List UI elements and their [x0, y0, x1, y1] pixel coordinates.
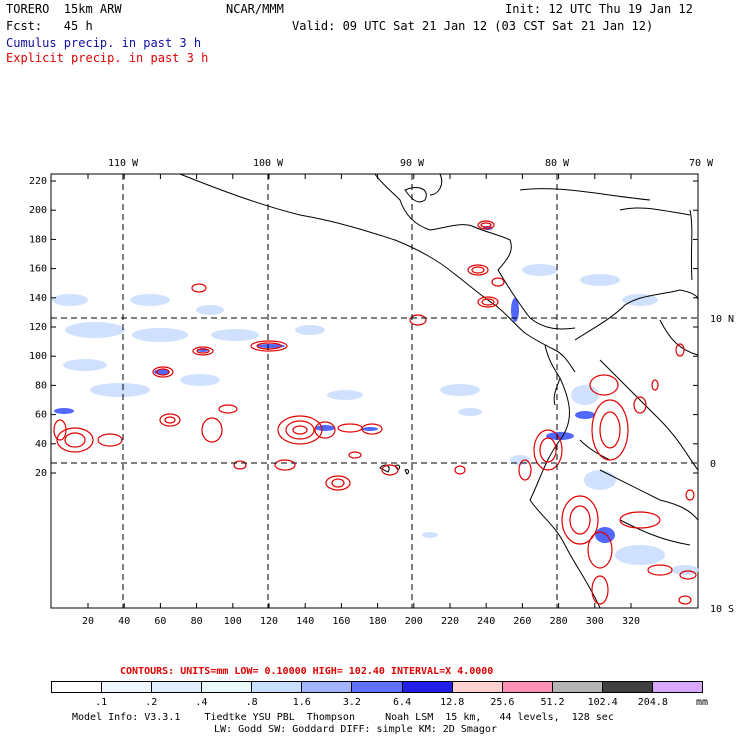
forecast-hour: Fcst: 45 h: [6, 19, 93, 33]
colorbar-cell: [152, 682, 203, 692]
y-tick-label: 40: [35, 439, 47, 450]
colorbar-label: 6.4: [393, 697, 412, 708]
x-tick-label: 180: [369, 616, 387, 627]
x-tick-label: 60: [154, 616, 166, 627]
x-tick-label: 280: [550, 616, 568, 627]
longitude-labels: 110 W 100 W 90 W 80 W 70 W: [108, 158, 714, 169]
colorbar-cell: [352, 682, 403, 692]
lat-label: 10 S: [710, 604, 734, 615]
y-tick-label: 140: [29, 293, 47, 304]
colorbar-cell: [52, 682, 103, 692]
colorbar-cell: [402, 682, 453, 692]
colorbar-cell: [552, 682, 603, 692]
x-tick-label: 160: [332, 616, 350, 627]
colorbar-cell: [602, 682, 653, 692]
colorbar-label: 51.2: [540, 697, 565, 708]
colorbar-label: 3.2: [342, 697, 361, 708]
x-tick-label: 100: [224, 616, 242, 627]
y-tick-labels: 220 200 180 160 140 120 100 80 60 40 20: [29, 176, 47, 479]
x-tick-labels: 20 40 60 80 100 120 140 160 180 200 220 240 260 280 30…: [82, 616, 640, 627]
organization-label: NCAR/MMM: [226, 2, 284, 16]
colorbar-label: 204.8: [637, 697, 668, 708]
colorbar-cell: [102, 682, 153, 692]
explicit-legend: Explicit precip. in past 3 h: [6, 51, 209, 65]
x-tick-label: 240: [477, 616, 495, 627]
y-tick-label: 120: [29, 322, 47, 333]
colorbar-cell: [502, 682, 553, 692]
colorbar-cell: [252, 682, 303, 692]
colorbar-label: 102.4: [587, 697, 618, 708]
x-tick-label: 260: [513, 616, 531, 627]
x-tick-label: 80: [191, 616, 203, 627]
init-time: Init: 12 UTC Thu 19 Jan 12: [505, 2, 693, 16]
valid-time: Valid: 09 UTC Sat 21 Jan 12 (03 CST Sat …: [292, 19, 654, 33]
colorbar-label: .8: [245, 697, 258, 708]
x-tick-label: 220: [441, 616, 459, 627]
y-tick-label: 160: [29, 264, 47, 275]
axis-ticks: [51, 174, 698, 608]
lon-label: 70 W: [689, 158, 714, 169]
colorbar-label: .1: [95, 697, 108, 708]
colorbar-cell: [452, 682, 503, 692]
x-tick-label: 20: [82, 616, 94, 627]
x-tick-label: 300: [586, 616, 604, 627]
y-tick-label: 20: [35, 468, 47, 479]
model-info: Model Info: V3.3.1 Tiedtke YSU PBL Thomp…: [72, 712, 614, 723]
lon-label: 80 W: [545, 158, 570, 169]
colorbar-label: .2: [145, 697, 158, 708]
lon-label: 110 W: [108, 158, 139, 169]
coastlines: [179, 173, 699, 609]
colorbar-cell: [652, 682, 703, 692]
colorbar-label: 1.6: [292, 697, 311, 708]
lat-label: 0: [710, 459, 716, 470]
x-tick-label: 200: [405, 616, 423, 627]
y-tick-label: 180: [29, 234, 47, 245]
lon-label: 90 W: [400, 158, 425, 169]
x-tick-label: 40: [118, 616, 130, 627]
x-tick-label: 140: [296, 616, 314, 627]
colorbar-unit: mm: [696, 697, 709, 708]
colorbar-label: 25.6: [490, 697, 515, 708]
x-tick-label: 120: [260, 616, 278, 627]
model-title: TORERO 15km ARW: [6, 2, 122, 16]
y-tick-label: 100: [29, 351, 47, 362]
colorbar: [51, 681, 703, 693]
colorbar-cell: [202, 682, 253, 692]
y-tick-label: 200: [29, 205, 47, 216]
lon-label: 100 W: [253, 158, 284, 169]
latlon-grid: [51, 174, 698, 608]
x-tick-label: 320: [622, 616, 640, 627]
lat-label: 10 N: [710, 314, 734, 325]
explicit-precip-contours: [53, 220, 697, 605]
y-tick-label: 60: [35, 410, 47, 421]
cumulus-precip-light: [52, 264, 699, 575]
y-tick-label: 80: [35, 380, 47, 391]
y-tick-label: 220: [29, 176, 47, 187]
colorbar-label: .4: [195, 697, 208, 708]
colorbar-cell: [302, 682, 353, 692]
cumulus-legend: Cumulus precip. in past 3 h: [6, 36, 202, 50]
colorbar-label: 12.8: [440, 697, 465, 708]
contour-info: CONTOURS: UNITS=mm LOW= 0.10000 HIGH= 10…: [120, 666, 494, 677]
model-physics: LW: Godd SW: Goddard DIFF: simple KM: 2D…: [214, 724, 497, 735]
latitude-labels: 10 N 0 10 S: [710, 314, 734, 615]
